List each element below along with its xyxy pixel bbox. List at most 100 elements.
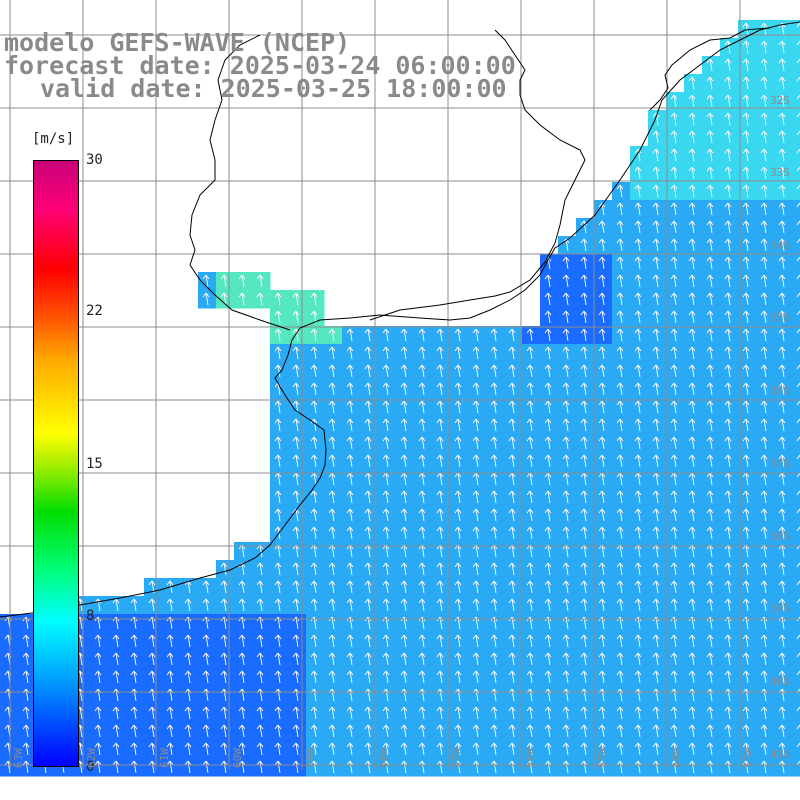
wind-arrow [274,310,282,324]
wind-arrow [688,436,696,450]
wind-arrow [778,148,786,162]
wind-arrow [418,454,426,468]
wind-arrow [472,364,480,378]
wind-arrow [454,328,462,342]
wind-arrow [148,598,156,612]
wind-arrow [220,652,228,666]
wind-arrow [256,742,264,756]
wind-arrow [130,598,138,612]
wind-arrow [382,670,390,684]
wind-arrow [274,436,282,450]
wind-arrow [526,490,534,504]
wind-arrow [148,634,156,648]
wind-arrow [598,706,606,720]
wind-cell [792,686,800,705]
wind-arrow [742,292,750,306]
wind-arrow [688,400,696,414]
wind-arrow [652,382,660,396]
wind-arrow [760,274,768,288]
wind-arrow [688,148,696,162]
wind-arrow [688,112,696,126]
wind-arrow [256,292,264,306]
wind-arrow [616,400,624,414]
wind-arrow [778,256,786,270]
wind-arrow [742,634,750,648]
wind-arrow [652,526,660,540]
wind-arrow [526,580,534,594]
wind-arrow [724,454,732,468]
wind-arrow [544,508,552,522]
wind-arrow [724,184,732,198]
wind-arrow [544,490,552,504]
wind-arrow [418,364,426,378]
wind-arrow [346,724,354,738]
wind-arrow [382,598,390,612]
coastline-uruguay-river [189,34,261,281]
wind-arrow [238,760,246,774]
wind-arrow [364,346,372,360]
wind-arrow [292,400,300,414]
wind-arrow [652,274,660,288]
wind-arrow [490,634,498,648]
wind-arrow [670,148,678,162]
wind-arrow [616,742,624,756]
wind-arrow [580,238,588,252]
wind-arrow [544,652,552,666]
wind-arrow [292,598,300,612]
wind-arrow [382,400,390,414]
wind-arrow [454,436,462,450]
wind-arrow [310,760,318,774]
wind-arrow [562,670,570,684]
wind-arrow [742,76,750,90]
wind-arrow [454,418,462,432]
wind-arrow [760,526,768,540]
wind-cell [792,524,800,543]
wind-arrow [490,418,498,432]
wind-arrow [22,670,30,684]
wind-cell [792,146,800,165]
wind-arrow [364,472,372,486]
wind-arrow [742,598,750,612]
wind-arrow [400,526,408,540]
wind-arrow [400,382,408,396]
wind-arrow [184,760,192,774]
wind-arrow [670,310,678,324]
wind-arrow [490,580,498,594]
wind-arrow [580,490,588,504]
wind-arrow [454,598,462,612]
wind-arrow [670,454,678,468]
wind-arrow [310,724,318,738]
wind-arrow [454,346,462,360]
wind-arrow [670,166,678,180]
wind-arrow [760,112,768,126]
wind-arrow [130,652,138,666]
wind-arrow [454,670,462,684]
wind-arrow [580,562,588,576]
wind-arrow [454,490,462,504]
wind-cell [792,596,800,615]
wind-arrow [382,742,390,756]
wind-arrow [580,292,588,306]
lat-label-34s: 34S [770,239,790,252]
wind-arrow [706,508,714,522]
wind-arrow [274,652,282,666]
wind-arrow [292,364,300,378]
wind-arrow [760,760,768,774]
wind-arrow [22,760,30,774]
wind-arrow [202,274,210,288]
wind-arrow [742,310,750,324]
wind-arrow [364,490,372,504]
wind-arrow [688,580,696,594]
wind-arrow [580,742,588,756]
wind-arrow [760,598,768,612]
wind-arrow [472,598,480,612]
wind-arrow [508,742,516,756]
wind-arrow [490,652,498,666]
wind-arrow [778,742,786,756]
wind-arrow [742,220,750,234]
wind-arrow [724,562,732,576]
wind-arrow [598,256,606,270]
wind-arrow [130,724,138,738]
wind-arrow [706,112,714,126]
wind-arrow [760,220,768,234]
